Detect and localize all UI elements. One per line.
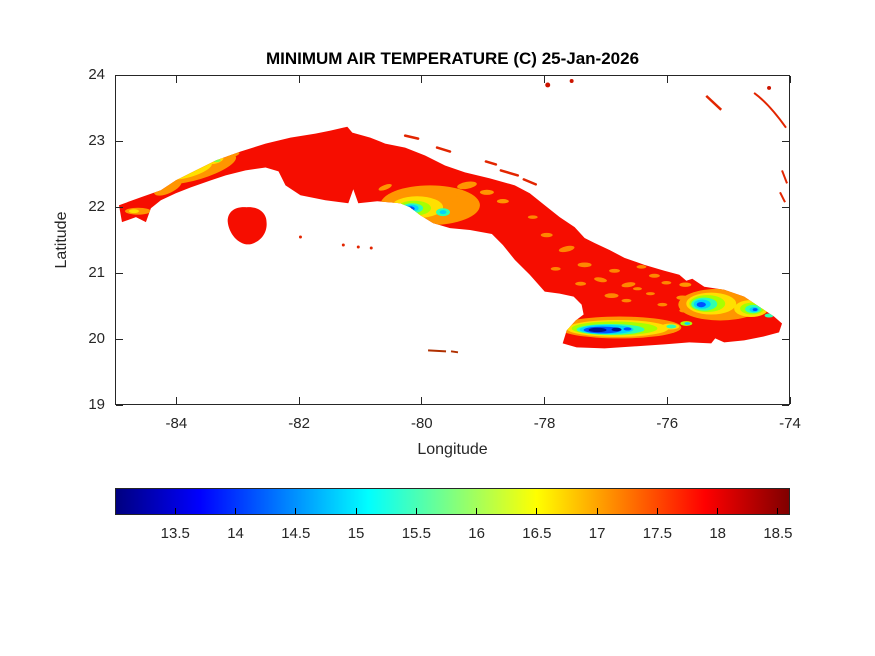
colorbar-tick-label: 17.5: [642, 525, 672, 542]
x-tick-label: -74: [779, 415, 801, 432]
y-tick-mark: [116, 404, 123, 406]
x-tick-mark: [789, 397, 791, 404]
x-tick-mark: [175, 397, 177, 404]
y-tick-label: 23: [88, 132, 105, 149]
y-tick-mark-right: [782, 140, 789, 142]
colorbar-tick-label: 16: [468, 525, 485, 542]
y-tick-label: 20: [88, 330, 105, 347]
colorbar-tick-label: 13.5: [160, 525, 190, 542]
colorbar-tick-mark: [174, 508, 176, 514]
colorbar: [115, 488, 790, 515]
colorbar-tick-mark: [777, 508, 779, 514]
isla-de-la-juventud: [227, 207, 267, 245]
x-tick-mark: [421, 397, 423, 404]
offshore-cays: [403, 134, 537, 186]
y-tick-mark: [116, 338, 123, 340]
chart-title: MINIMUM AIR TEMPERATURE (C) 25-Jan-2026: [265, 49, 640, 68]
colorbar-tick-mark: [717, 508, 719, 514]
x-tick-label: -76: [656, 415, 679, 432]
colorbar-tick-mark: [656, 508, 658, 514]
neighboring-islets: [298, 78, 788, 354]
x-tick-mark-top: [544, 76, 546, 83]
x-tick-label: -80: [410, 415, 433, 432]
x-tick-mark-top: [789, 76, 791, 83]
y-tick-mark: [116, 272, 123, 274]
y-tick-label: 22: [88, 198, 105, 215]
y-tick-mark-right: [782, 206, 789, 208]
camaguey-orange-speckles: [527, 215, 672, 307]
colorbar-tick-label: 16.5: [522, 525, 552, 542]
y-tick-mark-right: [782, 338, 789, 340]
x-tick-mark: [666, 397, 668, 404]
x-tick-mark: [298, 397, 300, 404]
y-tick-mark: [116, 74, 123, 76]
colorbar-tick-label: 14.5: [281, 525, 311, 542]
colorbar-tick-label: 15: [347, 525, 365, 542]
colorbar-tick-mark: [295, 508, 297, 514]
colorbar-tick-mark: [536, 508, 538, 514]
y-axis-label: Latitude: [53, 211, 70, 269]
cuba-temperature-map: [118, 78, 788, 354]
y-tick-label: 21: [88, 264, 105, 281]
x-tick-label: -78: [533, 415, 556, 432]
colorbar-tick-label: 17: [588, 525, 606, 542]
plot-area: [115, 75, 790, 405]
colorbar-tick-mark: [596, 508, 598, 514]
y-tick-mark: [116, 206, 123, 208]
y-tick-mark-right: [782, 74, 789, 76]
x-tick-mark-top: [175, 76, 177, 83]
x-tick-mark-top: [666, 76, 668, 83]
colorbar-tick-label: 15.5: [401, 525, 431, 542]
y-tick-label: 24: [88, 66, 105, 83]
colorbar-tick-mark: [355, 508, 357, 514]
x-tick-mark-top: [298, 76, 300, 83]
colorbar-tick-mark: [476, 508, 478, 514]
x-tick-label: -82: [288, 415, 310, 432]
x-tick-mark-top: [421, 76, 423, 83]
y-tick-mark-right: [782, 404, 789, 406]
y-tick-mark-right: [782, 272, 789, 274]
y-tick-label: 19: [88, 396, 105, 413]
colorbar-tick-label: 14: [227, 525, 244, 542]
sierra-maestra-cool-patch: [557, 316, 693, 339]
colorbar-tick-label: 18: [709, 525, 727, 542]
x-axis-label: Longitude: [417, 441, 488, 458]
colorbar-tick-mark: [415, 508, 417, 514]
x-tick-mark: [544, 397, 546, 404]
y-tick-mark: [116, 140, 123, 142]
x-tick-label: -84: [165, 415, 188, 432]
colorbar-tick-mark: [235, 508, 237, 514]
colorbar-tick-label: 18.5: [763, 525, 793, 542]
